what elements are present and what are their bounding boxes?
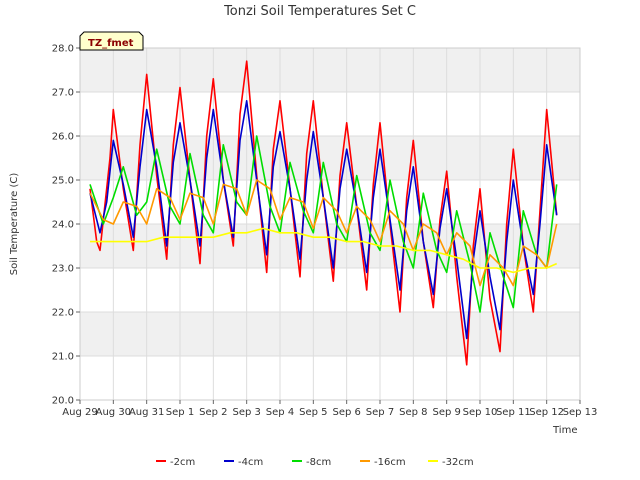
x-tick-label: Sep 13 [563, 407, 598, 418]
plot-band [80, 48, 580, 92]
series-line-8cm [89, 135, 558, 313]
badge-label: TZ_fmet [88, 38, 134, 49]
x-tick-label: Sep 8 [399, 407, 427, 418]
badge-box [79, 31, 144, 51]
y-axis-label: Soil Temperature (C) [9, 173, 20, 276]
data-lines [89, 60, 558, 366]
plot-area [80, 48, 580, 400]
plot-band [80, 136, 580, 180]
x-tick-label: Aug 29 [62, 407, 97, 418]
x-tick-label: Aug 31 [129, 407, 164, 418]
plot-band [80, 92, 580, 136]
x-tick-label: Sep 10 [463, 407, 498, 418]
legend-label: -32cm [442, 457, 474, 468]
legend-label: -8cm [306, 457, 331, 468]
x-tick-label: Sep 1 [166, 407, 194, 418]
legend-label: -16cm [374, 457, 406, 468]
legend-label: -2cm [170, 457, 195, 468]
plot-band [80, 268, 580, 312]
x-tick-label: Aug 30 [96, 407, 131, 418]
plot-band [80, 312, 580, 356]
x-tick-label: Sep 9 [432, 407, 460, 418]
plot-band [80, 356, 580, 400]
x-tick-label: Sep 4 [266, 407, 294, 418]
x-tick-label: Sep 2 [199, 407, 227, 418]
series-line-32cm [90, 227, 558, 274]
x-tick-label: Sep 7 [366, 407, 394, 418]
legend: -2cm -4cm -8cm -16cm -32cm [156, 457, 474, 468]
series-line-16cm [89, 179, 558, 287]
y-tick-label: 24.0 [52, 220, 74, 231]
y-axis-ticks: 20.0 21.0 22.0 23.0 24.0 25.0 26.0 27.0 28.0 [52, 44, 80, 407]
y-tick-label: 23.0 [52, 264, 74, 275]
y-tick-label: 28.0 [52, 44, 74, 55]
y-tick-label: 26.0 [52, 132, 74, 143]
y-tick-label: 27.0 [52, 88, 74, 99]
x-axis-label: Time [552, 425, 577, 436]
x-tick-label: Sep 12 [529, 407, 564, 418]
y-tick-label: 22.0 [52, 308, 74, 319]
y-tick-label: 20.0 [52, 396, 74, 407]
x-tick-label: Sep 11 [496, 407, 531, 418]
chart-title: Tonzi Soil Temperatures Set C [223, 4, 416, 19]
x-tick-label: Sep 5 [299, 407, 327, 418]
y-tick-label: 21.0 [52, 352, 74, 363]
x-tick-label: Sep 6 [332, 407, 360, 418]
plot-band [80, 180, 580, 224]
y-tick-label: 25.0 [52, 176, 74, 187]
badge: TZ_fmet [79, 31, 144, 51]
x-tick-label: Sep 3 [232, 407, 260, 418]
legend-label: -4cm [238, 457, 263, 468]
series-line-2cm [89, 60, 558, 366]
